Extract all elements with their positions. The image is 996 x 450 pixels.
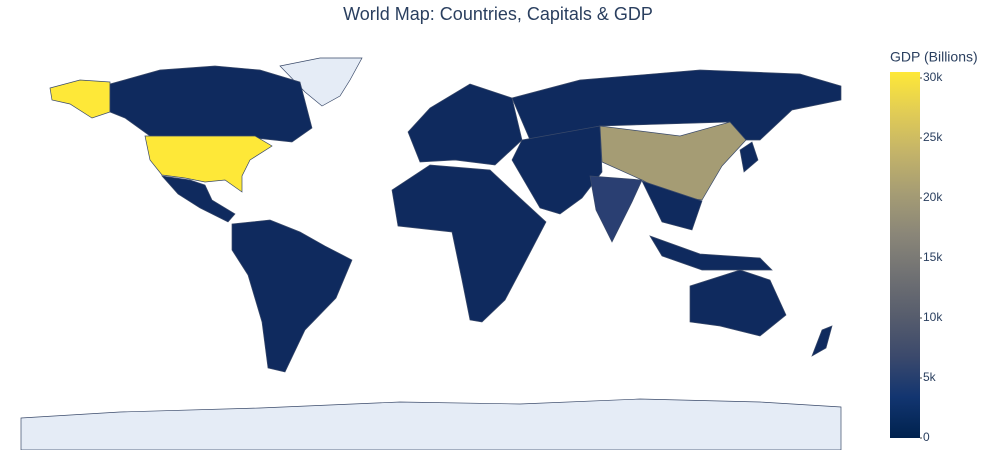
colorbar <box>890 72 920 438</box>
usa <box>144 135 273 193</box>
new-zealand <box>811 325 833 357</box>
russia <box>511 69 842 141</box>
south-america <box>231 219 353 373</box>
australia <box>689 269 787 337</box>
greenland <box>279 57 363 107</box>
china <box>599 121 747 201</box>
colorbar-tick-label: 30k <box>923 70 943 84</box>
southeast-asia <box>641 180 703 231</box>
central-america <box>161 175 236 223</box>
india <box>589 175 643 243</box>
colorbar-tick-label: 10k <box>923 310 943 324</box>
world-map <box>20 57 842 450</box>
africa <box>391 164 547 323</box>
colorbar-tick-label: 25k <box>923 130 943 144</box>
middle-east <box>511 125 603 215</box>
alaska <box>49 79 111 119</box>
europe <box>407 83 523 166</box>
colorbar-tick-label: 5k <box>923 370 937 384</box>
map-title: World Map: Countries, Capitals & GDP <box>343 4 653 24</box>
antarctica <box>20 398 842 450</box>
colorbar-tick-label: 20k <box>923 190 943 204</box>
indonesia <box>649 235 773 271</box>
japan <box>739 141 759 173</box>
colorbar-tick-label: 15k <box>923 250 943 264</box>
colorbar-tick-label: 0 <box>923 430 930 444</box>
canada <box>109 65 313 143</box>
colorbar-title: GDP (Billions) <box>890 49 978 65</box>
